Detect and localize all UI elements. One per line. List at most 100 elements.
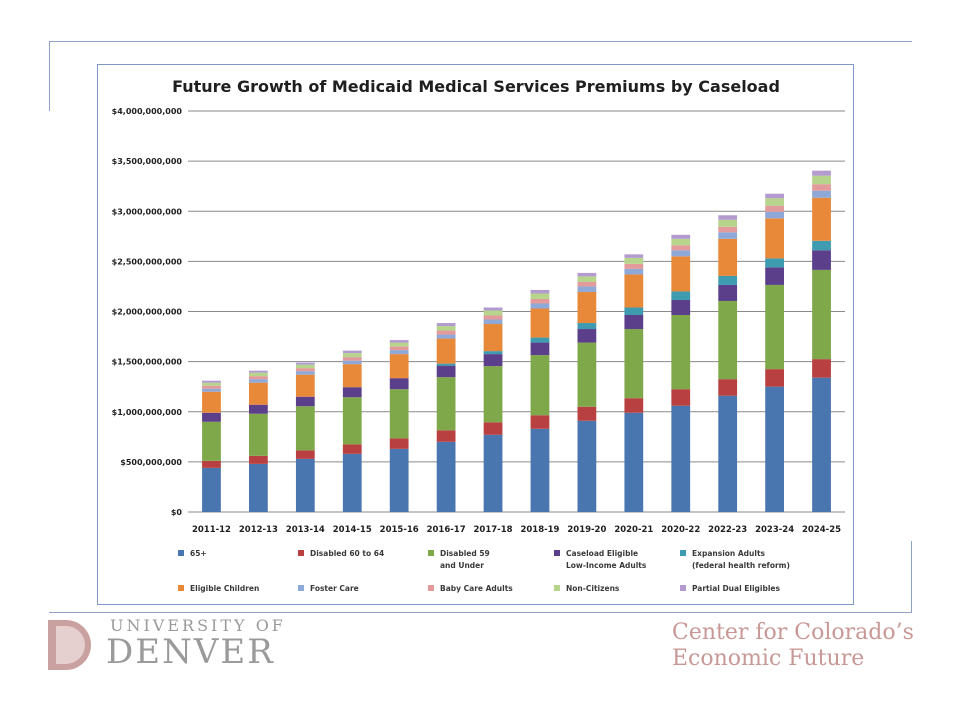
bar-segment	[202, 460, 221, 468]
bar-segment	[812, 240, 831, 251]
bar-segment	[577, 272, 597, 277]
bar-segment	[765, 211, 784, 219]
legend-item: Caseload Eligible Low-Income Adults	[554, 549, 647, 570]
bar-segment	[389, 346, 409, 351]
bar-segment	[765, 193, 784, 199]
bar-segment	[624, 257, 644, 264]
bar-segment	[718, 275, 738, 285]
bar-segment	[342, 444, 362, 454]
bar-segment	[249, 455, 268, 464]
bar-segment	[812, 175, 831, 185]
legend-swatch	[554, 585, 560, 591]
bar-segment	[389, 378, 409, 390]
bar-segment	[389, 389, 409, 439]
x-tick-label: 2014-15	[333, 525, 372, 535]
bar-segment	[202, 382, 221, 386]
bar-segment	[295, 450, 315, 459]
x-tick-label: 2013-14	[286, 525, 325, 535]
y-tick-label: $1,500,000,000	[112, 358, 183, 367]
bar-segment	[436, 326, 456, 331]
legend-swatch	[178, 550, 184, 556]
legend-label: Expansion Adults	[692, 549, 766, 558]
bar-segment	[624, 307, 644, 316]
bar-stack	[249, 370, 268, 512]
bar-segment	[671, 291, 691, 300]
bar-segment	[436, 338, 456, 364]
y-axis-ticks: $0 $500,000,000 $1,000,000,000 $1,500,000,0…	[112, 107, 183, 517]
bar-segment	[812, 184, 831, 191]
center-name-line2: Economic Future	[672, 646, 865, 671]
bar-segment	[671, 245, 691, 251]
bar-segment	[342, 350, 362, 354]
bar-segment	[624, 315, 644, 330]
bar-segment	[671, 405, 691, 512]
bar-stack	[295, 362, 315, 512]
bar-segment	[295, 368, 315, 372]
bar-segment	[671, 299, 691, 316]
y-tick-label: $3,500,000,000	[112, 157, 183, 166]
slide-bottom-rule	[49, 612, 912, 613]
bar-segment	[812, 359, 831, 378]
bar-segment	[718, 284, 738, 301]
bar-segment	[249, 379, 268, 383]
slide-top-rule	[49, 41, 912, 42]
bar-segment	[765, 205, 784, 212]
bar-segment	[249, 463, 268, 512]
legend-swatch	[298, 550, 304, 556]
y-tick-label: $1,000,000,000	[112, 408, 183, 417]
bar-segment	[483, 351, 503, 355]
bar-segment	[436, 323, 456, 327]
bar-stack	[202, 380, 221, 512]
y-tick-label: $2,500,000,000	[112, 257, 183, 266]
x-tick-label: 2011-12	[192, 525, 231, 535]
bar-segment	[624, 268, 644, 275]
legend-item: Foster Care	[298, 584, 359, 593]
bar-segment	[389, 438, 409, 449]
bar-segment	[577, 281, 597, 287]
y-tick-label: $3,000,000,000	[112, 207, 183, 216]
x-tick-label: 2015-16	[380, 525, 419, 535]
bar-stack	[577, 272, 597, 512]
x-axis-ticks: 2011-12 2012-13 2013-14 2014-15 2015-16 2016-…	[192, 525, 841, 535]
bar-segment	[342, 357, 362, 361]
bar-segment	[436, 365, 456, 378]
bar-segment	[202, 385, 221, 389]
bar-segment	[436, 330, 456, 335]
bar-segment	[389, 342, 409, 347]
bar-segment	[577, 323, 597, 330]
legend-item: Expansion Adults (federal health reform)	[680, 549, 790, 570]
y-tick-label: $500,000,000	[120, 458, 182, 467]
bar-segment	[718, 219, 738, 227]
bar-segment	[389, 350, 409, 355]
bar-segment	[389, 448, 409, 512]
bar-segment	[765, 369, 784, 387]
bar-segment	[342, 387, 362, 398]
bar-stack	[671, 234, 691, 512]
bar-segment	[812, 190, 831, 198]
legend-swatch	[680, 585, 686, 591]
bar-segment	[530, 298, 550, 304]
bar-segment	[202, 388, 221, 392]
bar-segment	[577, 420, 597, 512]
bar-segment	[624, 254, 644, 258]
bar-segment	[577, 342, 597, 407]
chart-frame: Future Growth of Medicaid Medical Servic…	[97, 64, 854, 605]
bar-segment	[295, 374, 315, 397]
legend-swatch	[298, 585, 304, 591]
legend-swatch	[428, 585, 434, 591]
legend-label: Disabled 60 to 64	[310, 549, 384, 558]
bar-segment	[530, 303, 550, 309]
y-tick-label: $4,000,000,000	[112, 107, 183, 116]
legend-item: Disabled 60 to 64	[298, 549, 384, 558]
bar-segment	[295, 406, 315, 451]
bar-stack	[342, 350, 362, 512]
chart: Future Growth of Medicaid Medical Servic…	[112, 77, 845, 593]
legend-label: Disabled 59	[440, 549, 490, 558]
bar-segment	[342, 353, 362, 358]
bar-segment	[342, 453, 362, 512]
legend-label: Non-Citizens	[566, 584, 620, 593]
legend-label: Caseload Eligible	[566, 549, 638, 558]
bar-segment	[671, 234, 691, 239]
bar-stack	[812, 170, 831, 512]
x-tick-label: 2018-19	[520, 525, 559, 535]
